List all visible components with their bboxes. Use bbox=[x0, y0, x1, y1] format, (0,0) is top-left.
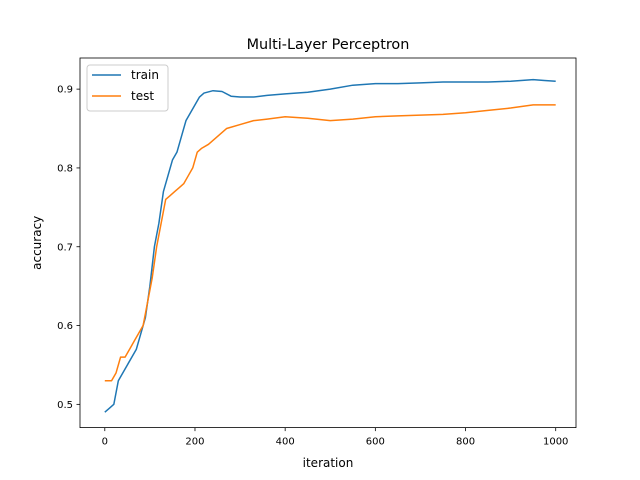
series-line-test bbox=[104, 104, 556, 382]
x-tick-label: 400 bbox=[276, 437, 295, 448]
legend: train test bbox=[86, 64, 169, 112]
chart-title: Multi-Layer Perceptron bbox=[247, 37, 410, 53]
y-axis-label: accuracy bbox=[30, 216, 44, 270]
y-axis: 0.5 0.6 0.7 0.8 0.9 bbox=[57, 85, 80, 411]
legend-label-test: test bbox=[131, 89, 154, 103]
y-tick-label: 0.8 bbox=[57, 164, 73, 175]
x-axis: 0 200 400 600 800 1000 bbox=[102, 427, 568, 448]
legend-box bbox=[86, 64, 169, 112]
x-tick-label: 200 bbox=[185, 437, 204, 448]
y-tick-label: 0.9 bbox=[57, 85, 73, 96]
x-tick-label: 0 bbox=[102, 437, 108, 448]
x-axis-label: iteration bbox=[303, 456, 354, 470]
y-tick-label: 0.7 bbox=[57, 242, 73, 253]
x-tick-label: 600 bbox=[366, 437, 385, 448]
series-line-train bbox=[104, 78, 556, 413]
x-tick-label: 800 bbox=[456, 437, 475, 448]
y-tick-label: 0.6 bbox=[57, 321, 73, 332]
x-tick-label: 1000 bbox=[543, 437, 568, 448]
legend-label-train: train bbox=[131, 68, 159, 82]
plot-series bbox=[104, 78, 556, 413]
y-tick-label: 0.5 bbox=[57, 400, 73, 411]
plot-frame bbox=[79, 57, 577, 429]
